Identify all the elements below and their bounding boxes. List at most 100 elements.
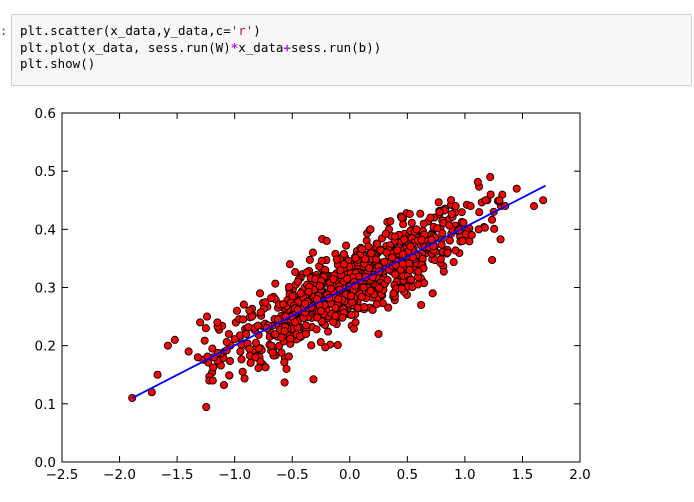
data-point	[301, 299, 310, 308]
data-point	[416, 209, 425, 218]
data-point	[539, 196, 548, 205]
code-cell[interactable]: plt.scatter(x_data,y_data,c='r') plt.plo…	[11, 14, 692, 86]
data-point	[372, 255, 381, 264]
data-point	[304, 287, 313, 296]
data-point	[279, 300, 288, 309]
x-tick-label: 0.5	[397, 467, 418, 483]
data-point	[381, 229, 390, 238]
data-point	[397, 284, 406, 293]
data-point	[315, 281, 324, 290]
data-point	[200, 336, 209, 345]
data-point	[407, 218, 416, 227]
y-tick-label: 0.1	[35, 397, 56, 413]
data-point	[242, 329, 251, 339]
data-point	[488, 215, 497, 224]
data-point	[322, 236, 331, 246]
data-point	[196, 318, 205, 327]
data-point	[244, 323, 253, 332]
data-point	[308, 248, 317, 257]
data-point	[417, 235, 426, 244]
data-point	[255, 289, 265, 298]
y-tick-label: 0.5	[35, 164, 56, 180]
data-point	[268, 348, 277, 357]
data-point	[339, 249, 348, 258]
data-point	[256, 308, 265, 317]
data-point	[445, 221, 454, 230]
data-point	[302, 268, 311, 277]
data-point	[332, 255, 341, 264]
data-point	[451, 202, 460, 211]
x-tick-label: −0.5	[276, 467, 309, 483]
data-point	[467, 230, 476, 240]
data-point	[490, 224, 499, 233]
data-point	[390, 232, 399, 241]
data-point	[271, 279, 280, 288]
data-point	[163, 341, 172, 350]
data-point	[400, 235, 409, 244]
data-point	[307, 341, 316, 350]
data-point	[331, 303, 340, 312]
data-point	[466, 202, 475, 211]
x-tick-label: −2.0	[103, 467, 136, 483]
data-point	[313, 313, 322, 322]
data-point	[293, 277, 303, 286]
data-point	[288, 292, 297, 301]
data-point	[301, 329, 311, 339]
data-point	[372, 300, 381, 309]
y-tick-label: 0.4	[35, 222, 56, 238]
x-tick-label: −1.0	[218, 467, 251, 483]
x-tick-label: 0.0	[339, 467, 360, 483]
y-tick-label: 0.6	[35, 106, 56, 122]
regression-line	[131, 184, 546, 399]
data-point	[202, 402, 211, 412]
data-point	[434, 198, 443, 207]
data-point	[316, 306, 326, 315]
code-line-3: plt.show()	[20, 56, 96, 71]
data-point	[282, 364, 291, 373]
data-point	[412, 225, 421, 234]
data-point	[374, 329, 383, 339]
cell-prompt: :	[0, 24, 8, 38]
data-point	[443, 248, 452, 257]
data-point	[433, 224, 442, 233]
data-point	[253, 321, 262, 330]
data-point	[388, 253, 397, 262]
data-point	[447, 196, 456, 205]
data-point	[419, 219, 428, 228]
data-point	[239, 300, 248, 309]
data-point	[407, 275, 416, 284]
data-point	[384, 303, 393, 312]
data-point	[285, 260, 294, 269]
data-point	[222, 337, 231, 347]
data-point	[208, 376, 217, 385]
data-point	[326, 284, 336, 293]
data-point	[360, 302, 369, 312]
data-point	[445, 236, 454, 245]
data-point	[389, 289, 398, 298]
data-point	[435, 207, 444, 216]
data-point	[261, 363, 270, 372]
data-points	[128, 172, 548, 412]
data-point	[338, 313, 347, 322]
cell-output: −2.5 −2.0 −1.5 −1.0 −0.5 0.0 0.5 1.0 1.5 2.0 0.0 0.…	[0, 96, 694, 498]
data-point	[230, 335, 239, 344]
data-point	[209, 363, 218, 372]
code-line-1: plt.scatter(x_data,y_data,c='r')	[20, 23, 261, 38]
data-point	[225, 356, 235, 366]
data-point	[382, 248, 391, 257]
data-point	[225, 371, 234, 380]
data-point	[316, 338, 325, 347]
data-point	[347, 311, 356, 320]
data-point	[329, 275, 338, 284]
data-point	[495, 196, 504, 205]
data-point	[357, 245, 367, 254]
data-point	[202, 312, 212, 321]
data-point	[280, 378, 289, 387]
data-point	[305, 255, 314, 264]
data-point	[359, 283, 368, 292]
data-point	[529, 202, 539, 211]
data-point	[414, 267, 423, 276]
data-point	[391, 270, 400, 279]
data-point	[488, 255, 497, 265]
data-point	[366, 225, 375, 234]
